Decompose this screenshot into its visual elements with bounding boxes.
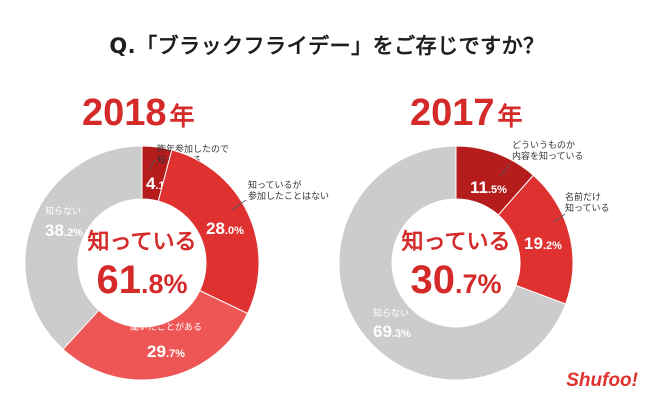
slice-category-label: 内容を知っている: [512, 150, 584, 162]
year-heading-2017: 2017 年: [410, 94, 523, 132]
leader-line: [231, 199, 247, 211]
slice-value-label: 29.7%: [147, 342, 185, 361]
slice-value-label: 19.2%: [524, 234, 562, 253]
slice-value-label: 69.3%: [373, 322, 411, 341]
slice-category-label: 参加したことはない: [248, 190, 329, 202]
slice-category-label: 知らない: [45, 205, 81, 217]
center-label: 知っている: [402, 229, 511, 255]
donut-slice: [62, 289, 249, 381]
year-unit: 年: [169, 103, 195, 131]
center-value: 30.7%: [410, 258, 501, 302]
slice-value-label: 28.0%: [206, 219, 244, 238]
year-heading-2018: 2018 年: [82, 94, 195, 132]
question-title: Q.「ブラックフライデー」をご存じですか？: [109, 34, 545, 58]
slice-category-label: 知っているが: [248, 179, 302, 191]
leader-line: [553, 213, 566, 223]
slice-value-label: 38.2%: [45, 221, 83, 240]
slice-category-label: 昨年参加したので: [157, 143, 229, 155]
slice-value-label: 11.5%: [470, 178, 507, 197]
donut-chart-2018: 昨年参加したので知っている4.1%知っているが参加したことはない28.0%聞いた…: [24, 143, 329, 381]
donut-slice: [157, 149, 260, 315]
donut-slice: [338, 145, 567, 381]
year-number: 2018: [82, 92, 167, 134]
leader-line: [499, 163, 511, 177]
leader-line: [148, 159, 156, 171]
year-number: 2017: [410, 92, 495, 134]
slice-category-label: どういうものか: [512, 140, 575, 151]
slice-category-label: 知っている: [565, 202, 610, 214]
slice-category-label: 名前だけ: [565, 191, 601, 203]
donut-chart-2017: どういうものか内容を知っている11.5%名前だけ知っている19.2%知らない69…: [338, 140, 610, 381]
center-value: 61.8%: [96, 258, 187, 302]
year-unit: 年: [497, 103, 523, 131]
slice-category-label: 知らない: [373, 307, 409, 319]
donut-slice: [24, 145, 143, 350]
center-label: 知っている: [88, 229, 197, 255]
shufoo-logo: Shufoo!: [566, 370, 638, 391]
slice-category-label: 聞いたことがある: [130, 321, 202, 333]
